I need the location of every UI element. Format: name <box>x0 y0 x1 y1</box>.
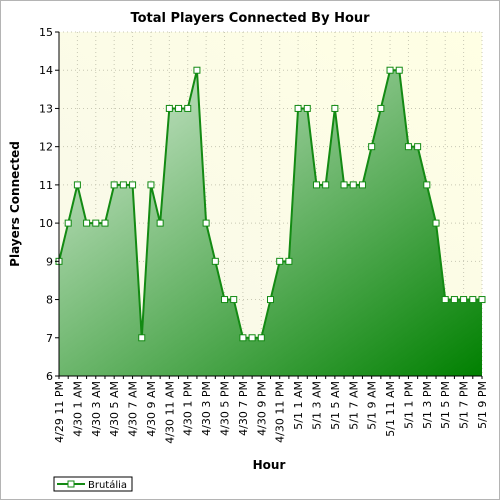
legend-label: Brutália <box>88 479 127 491</box>
y-tick-label: 8 <box>46 294 53 307</box>
x-tick-label: 4/30 7 AM <box>127 381 140 437</box>
data-point <box>221 296 229 304</box>
data-point <box>202 219 210 227</box>
data-point <box>340 181 348 189</box>
x-tick-label: 4/30 9 PM <box>255 381 268 436</box>
series-area-fill <box>59 70 482 376</box>
data-points <box>55 66 486 342</box>
chart-title: Total Players Connected By Hour <box>130 11 370 26</box>
x-tick-label: 4/30 11 AM <box>163 381 176 444</box>
x-tick-label: 5/1 3 PM <box>421 381 434 429</box>
x-tick-label: 4/30 9 AM <box>145 381 158 437</box>
y-tick-label: 15 <box>39 26 53 39</box>
data-point <box>64 219 72 227</box>
data-point <box>257 334 265 342</box>
data-point <box>349 181 357 189</box>
data-point <box>267 296 274 304</box>
data-point <box>322 181 330 189</box>
data-point <box>331 104 339 112</box>
data-point <box>404 143 412 151</box>
data-point <box>147 181 155 189</box>
x-axis-label: Hour <box>253 458 286 472</box>
x-tick-label: 4/30 3 AM <box>90 381 103 437</box>
data-point <box>230 296 238 304</box>
data-point <box>101 219 109 227</box>
x-tick-label: 5/1 9 PM <box>476 381 489 429</box>
data-point <box>92 219 100 227</box>
x-tick-label: 4/29 11 PM <box>53 381 66 443</box>
x-tick-label: 4/30 11 PM <box>274 381 287 443</box>
data-point <box>239 334 247 342</box>
data-point <box>294 104 302 112</box>
y-tick-label: 6 <box>46 370 53 383</box>
x-tick-label: 4/30 5 PM <box>219 381 232 436</box>
x-tick-label: 5/1 7 AM <box>347 381 360 430</box>
x-tick-label: 5/1 9 AM <box>366 381 379 430</box>
data-point <box>386 66 394 74</box>
data-point <box>368 143 376 151</box>
x-tick-label: 5/1 1 AM <box>292 381 305 430</box>
data-point <box>129 181 137 189</box>
data-point <box>303 104 311 112</box>
x-tick-label: 4/30 3 PM <box>200 381 213 436</box>
y-axis-label: Players Connected <box>8 141 22 267</box>
data-point <box>414 143 422 151</box>
data-point <box>395 66 403 74</box>
y-tick-label: 11 <box>39 179 53 192</box>
x-tick-label: 4/30 5 AM <box>108 381 121 437</box>
data-point <box>211 257 219 265</box>
data-point <box>276 257 284 265</box>
x-tick-label: 5/1 7 PM <box>458 381 471 429</box>
x-tick-label: 4/30 1 AM <box>71 381 84 437</box>
data-point <box>312 181 320 189</box>
y-tick-label: 10 <box>39 217 53 230</box>
y-tick-label: 9 <box>46 255 53 268</box>
x-tick-label: 5/1 5 AM <box>329 381 342 430</box>
y-tick-label: 14 <box>39 64 53 77</box>
data-point <box>110 181 118 189</box>
data-point <box>441 296 449 304</box>
data-point <box>469 296 477 304</box>
data-point <box>478 296 486 304</box>
data-point <box>73 181 81 189</box>
data-point <box>285 257 293 265</box>
x-tick-label: 5/1 3 AM <box>310 381 323 430</box>
x-tick-label: 5/1 5 PM <box>439 381 452 429</box>
data-point <box>432 219 440 227</box>
data-point <box>184 104 192 112</box>
legend: Brutália <box>53 476 133 492</box>
y-axis-ticks: 6 7 8 9 10 11 12 13 14 15 <box>39 26 59 383</box>
y-tick-label: 12 <box>39 141 53 154</box>
y-tick-label: 13 <box>39 102 53 115</box>
data-point <box>423 181 431 189</box>
y-tick-label: 7 <box>46 332 53 345</box>
data-point <box>83 219 91 227</box>
data-point <box>193 66 201 74</box>
x-tick-label: 5/1 1 PM <box>402 381 415 429</box>
data-point <box>248 334 256 342</box>
x-tick-label: 4/30 1 PM <box>182 381 195 436</box>
data-point <box>377 104 385 112</box>
legend-marker-icon <box>67 480 75 488</box>
data-point <box>460 296 468 304</box>
data-point <box>175 104 183 112</box>
x-axis-ticks: 4/29 11 PM 4/30 1 AM 4/30 3 AM 4/30 5 AM 4/3… <box>53 376 489 444</box>
data-point <box>450 296 458 304</box>
x-tick-label: 4/30 7 PM <box>237 381 250 436</box>
data-point <box>358 181 366 189</box>
data-point <box>156 219 164 227</box>
data-point <box>119 181 127 189</box>
x-tick-label: 5/1 11 AM <box>384 381 397 437</box>
data-point <box>138 334 146 342</box>
data-point <box>165 104 173 112</box>
